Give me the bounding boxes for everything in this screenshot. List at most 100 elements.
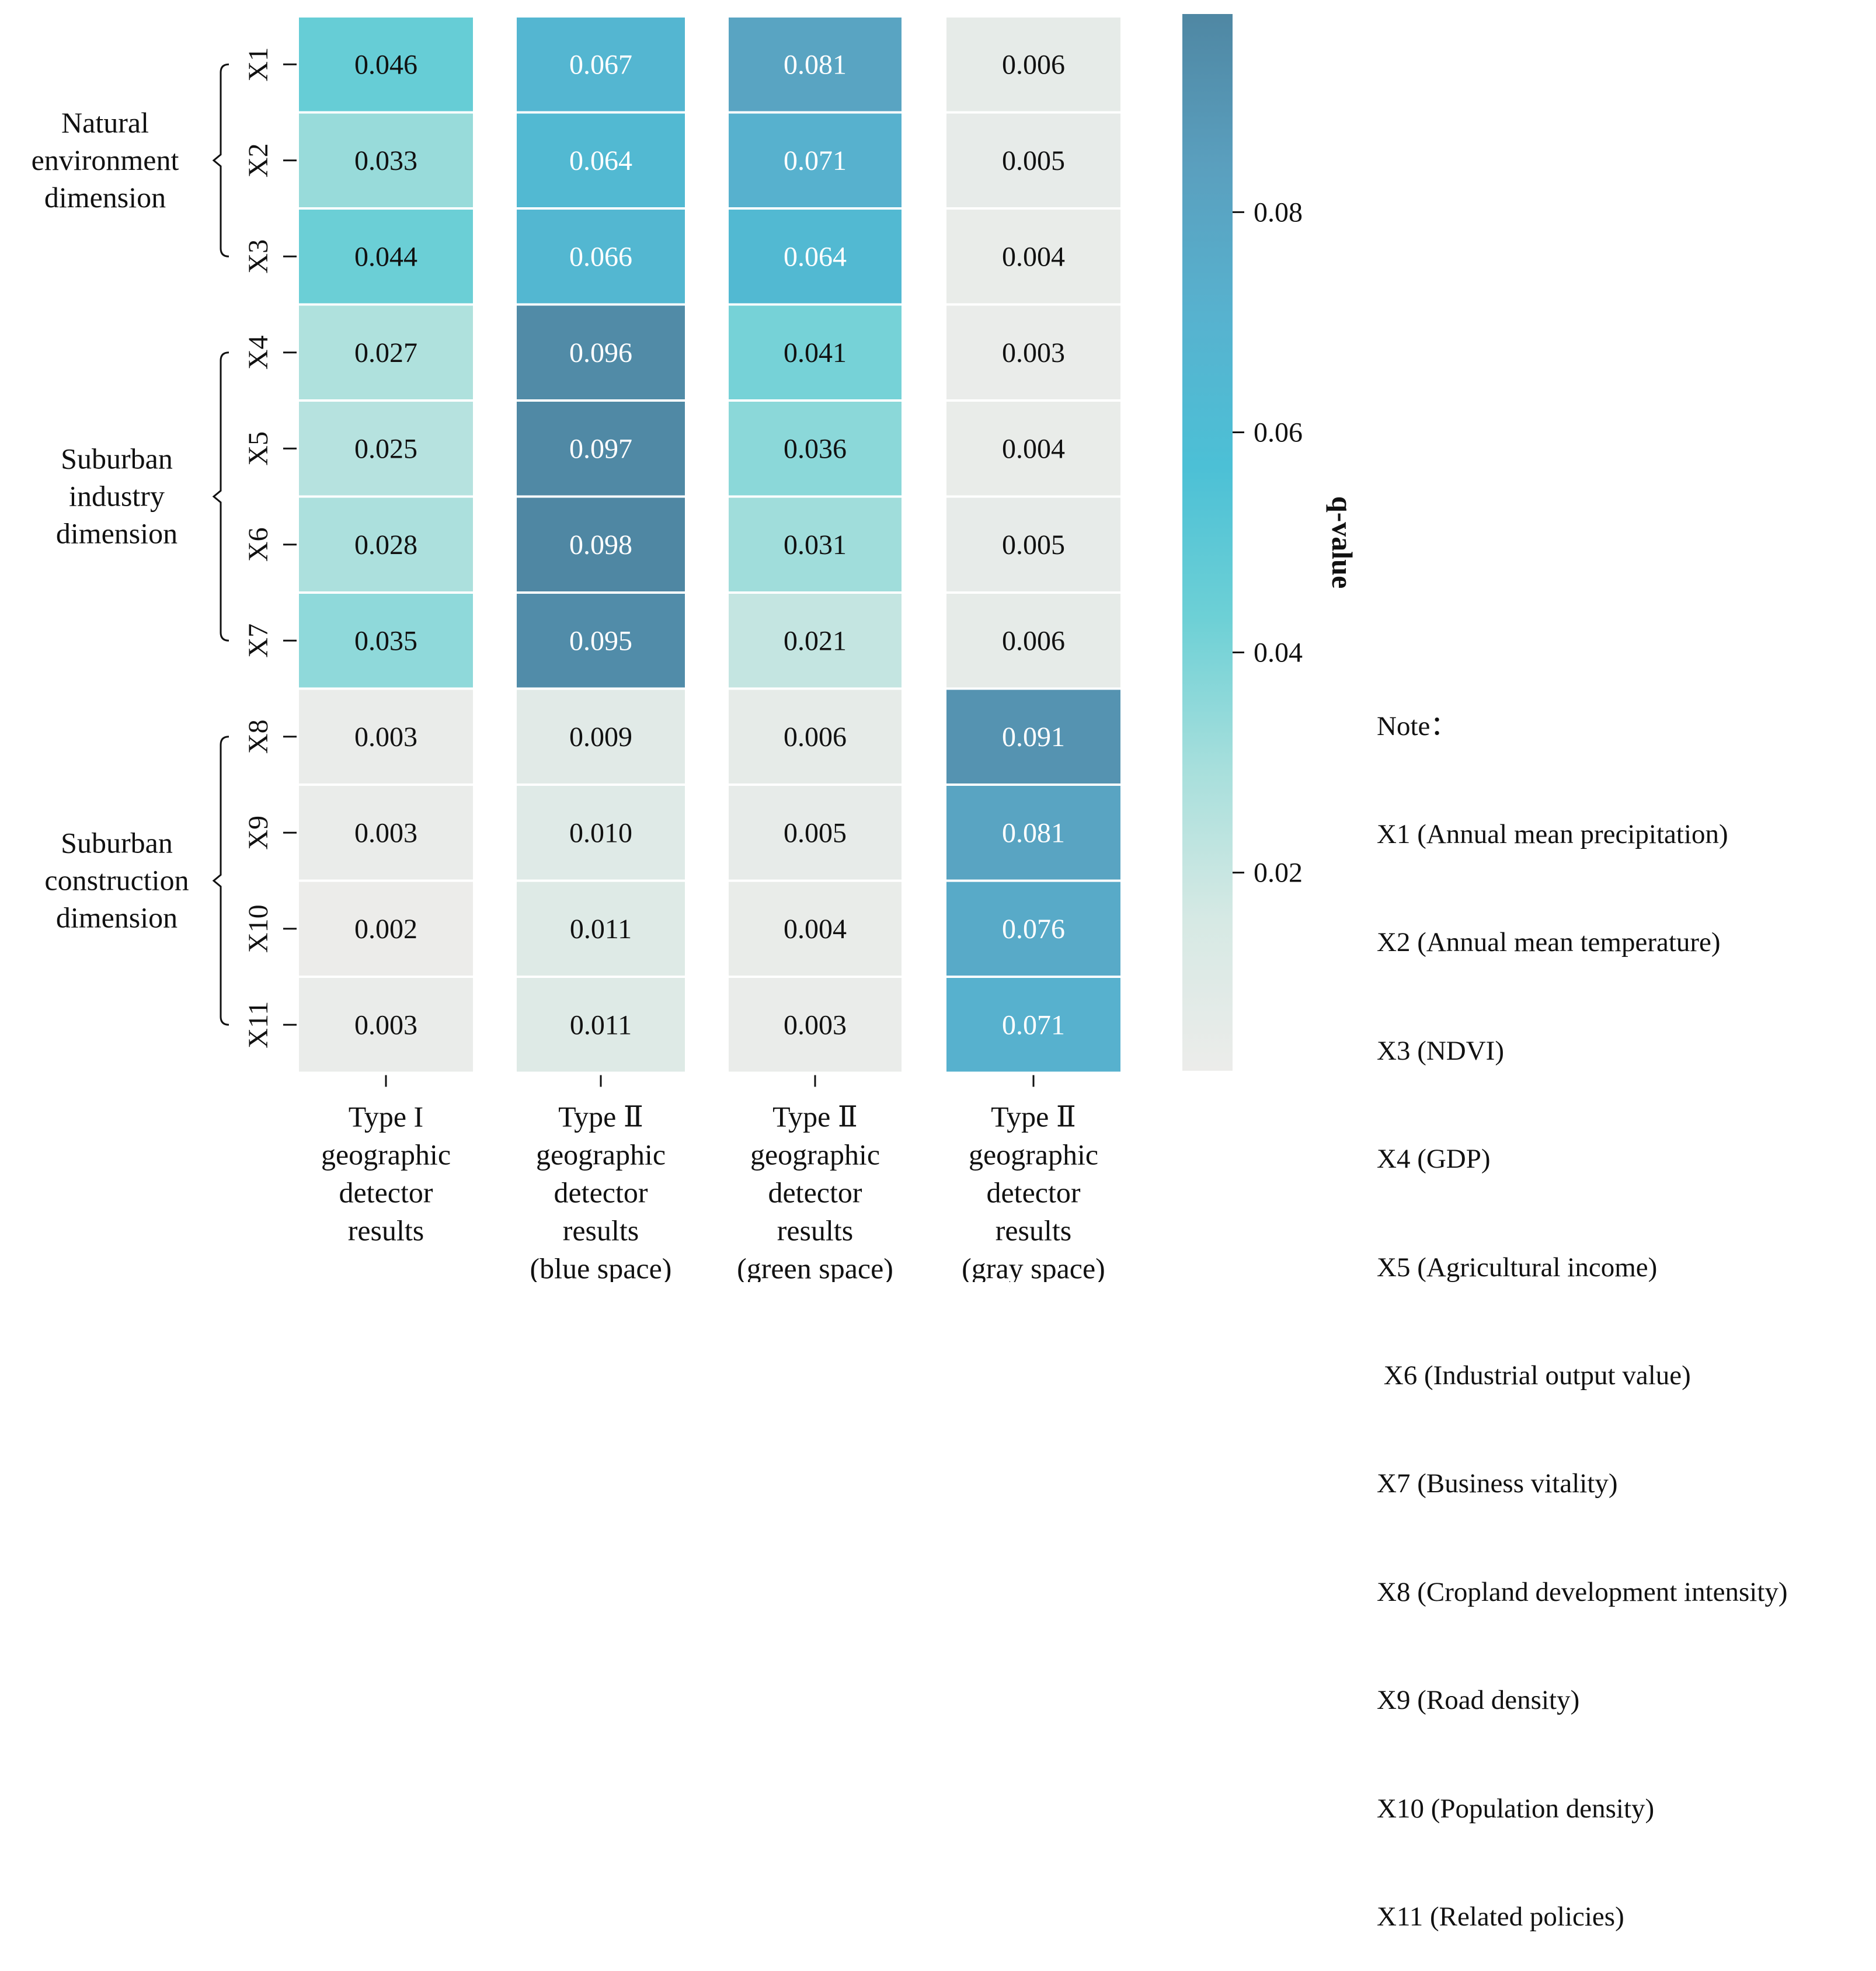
heatmap-cell <box>514 15 687 114</box>
cell-value-label: 0.071 <box>1002 1009 1065 1040</box>
cell-value-label: 0.081 <box>1002 817 1065 848</box>
cell-value-label: 0.027 <box>354 337 417 368</box>
colorbar-tick-label: 0.04 <box>1254 638 1303 668</box>
heatmap-cell <box>726 687 904 786</box>
cell-value-label: 0.036 <box>784 433 847 464</box>
cell-value-label: 0.004 <box>1002 241 1065 272</box>
heatmap-chart: 0.046 0.067 0.081 0.006 0.033 0.064 0.071 0.005… <box>32 14 1359 1283</box>
heatmap-cell <box>944 687 1123 786</box>
cell-value-label: 0.098 <box>569 530 632 560</box>
cell-value-label: 0.003 <box>1002 337 1065 368</box>
group-label: Suburban construction dimension <box>44 827 189 934</box>
note-item: X3 (NDVI) <box>1377 1035 1504 1066</box>
heatmap-cell <box>514 976 687 1074</box>
heatmap-cell <box>297 495 475 594</box>
cell-value-label: 0.096 <box>569 337 632 368</box>
note-title: Note： <box>1377 711 1458 741</box>
heatmap-cell <box>944 495 1123 594</box>
row-tick-label: X3 <box>243 239 274 274</box>
cell-value-label: 0.091 <box>1002 722 1065 753</box>
note-legend: Note： X1 (Annual mean precipitation) X2 … <box>1377 636 1788 1971</box>
cell-value-label: 0.009 <box>569 722 632 753</box>
cell-value-label: 0.097 <box>569 433 632 464</box>
row-tick-label: X9 <box>243 816 274 850</box>
note-item: X10 (Population density) <box>1377 1793 1655 1824</box>
cell-value-label: 0.005 <box>1002 145 1065 176</box>
heatmap-cell <box>514 303 687 402</box>
group-bracket <box>212 351 229 642</box>
cell-value-label: 0.071 <box>784 145 847 176</box>
note-item: X5 (Agricultural income) <box>1377 1252 1658 1283</box>
group-label: Natural environment dimension <box>32 106 179 214</box>
group-bracket <box>212 63 229 257</box>
heatmap-cell <box>944 111 1123 210</box>
cell-value-label: 0.076 <box>1002 914 1065 945</box>
note-item: X6 (Industrial output value) <box>1377 1360 1691 1391</box>
cell-value-label: 0.011 <box>570 914 632 945</box>
cell-value-label: 0.003 <box>354 817 417 848</box>
row-tick-label: X2 <box>243 143 274 177</box>
note-item: X7 (Business vitality) <box>1377 1468 1618 1499</box>
cell-value-label: 0.021 <box>784 625 847 656</box>
group-brackets: Natural environment dimension Suburban indus… <box>32 63 229 1026</box>
cell-value-label: 0.002 <box>354 914 417 945</box>
heatmap-cell <box>297 303 475 402</box>
group-bracket <box>212 736 229 1026</box>
cell-value-label: 0.035 <box>354 625 417 656</box>
cell-value-label: 0.003 <box>354 722 417 753</box>
heatmap-cell <box>514 399 687 498</box>
heatmap-cell <box>944 783 1123 882</box>
cell-value-label: 0.003 <box>784 1009 847 1040</box>
cell-value-label: 0.066 <box>569 241 632 272</box>
cell-value-label: 0.005 <box>784 817 847 848</box>
heatmap-cell <box>726 303 904 402</box>
row-tick-label: X10 <box>243 904 274 953</box>
cell-value-label: 0.033 <box>354 145 417 176</box>
cell-value-label: 0.005 <box>1002 530 1065 560</box>
cell-value-label: 0.004 <box>784 914 847 945</box>
heatmap-cell <box>726 111 904 210</box>
group-label: Suburban industry dimension <box>56 443 177 550</box>
row-tick-label: X1 <box>243 47 274 82</box>
cell-value-label: 0.067 <box>569 49 632 80</box>
heatmap-cell <box>944 207 1123 306</box>
heatmap-cell <box>297 976 475 1074</box>
note-item: X11 (Related policies) <box>1377 1901 1624 1932</box>
heatmap-cell <box>726 399 904 498</box>
note-item: X4 (GDP) <box>1377 1144 1491 1175</box>
cell-value-label: 0.006 <box>784 722 847 753</box>
heatmap-cell <box>297 15 475 114</box>
heatmap-cell <box>726 783 904 882</box>
row-tick-label: X8 <box>243 719 274 754</box>
note-item: X8 (Cropland development intensity) <box>1377 1576 1788 1607</box>
heatmap-cell <box>944 976 1123 1074</box>
cell-value-label: 0.006 <box>1002 49 1065 80</box>
heatmap-cell <box>726 879 904 978</box>
colorbar-title: q-value <box>1326 496 1359 588</box>
colorbar-tick-label: 0.06 <box>1254 417 1303 448</box>
cell-value-label: 0.025 <box>354 433 417 464</box>
row-tick-label: X6 <box>243 527 274 562</box>
note-item: X1 (Annual mean precipitation) <box>1377 819 1728 849</box>
heatmap-cell <box>726 495 904 594</box>
heatmap-cell <box>297 879 475 978</box>
colorbar-tick-label: 0.08 <box>1254 197 1303 228</box>
heatmap-cell <box>944 879 1123 978</box>
heatmap-cells: 0.046 0.067 0.081 0.006 0.033 0.064 0.071 0.005… <box>297 15 1123 1074</box>
cell-value-label: 0.041 <box>784 337 847 368</box>
colorbar-tick-label: 0.02 <box>1254 858 1303 889</box>
row-tick-label: X5 <box>243 431 274 466</box>
note-item: X2 (Annual mean temperature) <box>1377 927 1721 958</box>
cell-value-label: 0.006 <box>1002 625 1065 656</box>
heatmap-cell <box>514 783 687 882</box>
heatmap-cell <box>297 783 475 882</box>
cell-value-label: 0.031 <box>784 530 847 560</box>
heatmap-cell <box>514 879 687 978</box>
cell-value-label: 0.003 <box>354 1009 417 1040</box>
cell-value-label: 0.064 <box>569 145 632 176</box>
cell-value-label: 0.044 <box>354 241 417 272</box>
colorbar: 0.02 0.04 0.06 0.08 q-value <box>1182 14 1359 1071</box>
heatmap-cell <box>726 207 904 306</box>
